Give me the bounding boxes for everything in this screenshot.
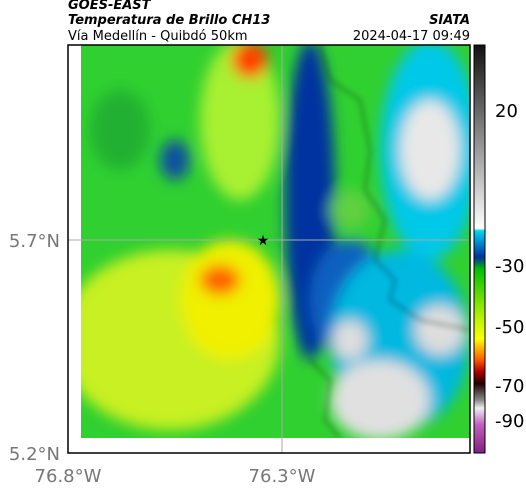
lon-label: 76.8°W <box>35 466 102 487</box>
colorbar-tick: 20 <box>495 101 518 122</box>
product: Temperatura de Brillo CH13 <box>68 13 270 28</box>
colorbar-tick: -30 <box>495 256 524 277</box>
colorbar-tick: -70 <box>495 376 524 397</box>
region: Vía Medellín - Quibdó 50km <box>68 29 248 44</box>
satellite-image <box>81 45 470 438</box>
colorbar-tick: -50 <box>495 317 524 338</box>
source: SIATA <box>429 13 470 28</box>
satellite: GOES-EAST <box>68 0 152 13</box>
lat-label: 5.7°N <box>9 231 60 252</box>
timestamp: 2024-04-17 09:49 <box>353 29 470 44</box>
city-marker: ★ <box>257 233 270 249</box>
lon-label: 76.3°W <box>249 466 316 487</box>
lat-label: 5.2°N <box>9 444 60 465</box>
map-frame <box>67 44 471 454</box>
colorbar-tick: -90 <box>495 411 524 432</box>
colorbar <box>473 44 486 454</box>
